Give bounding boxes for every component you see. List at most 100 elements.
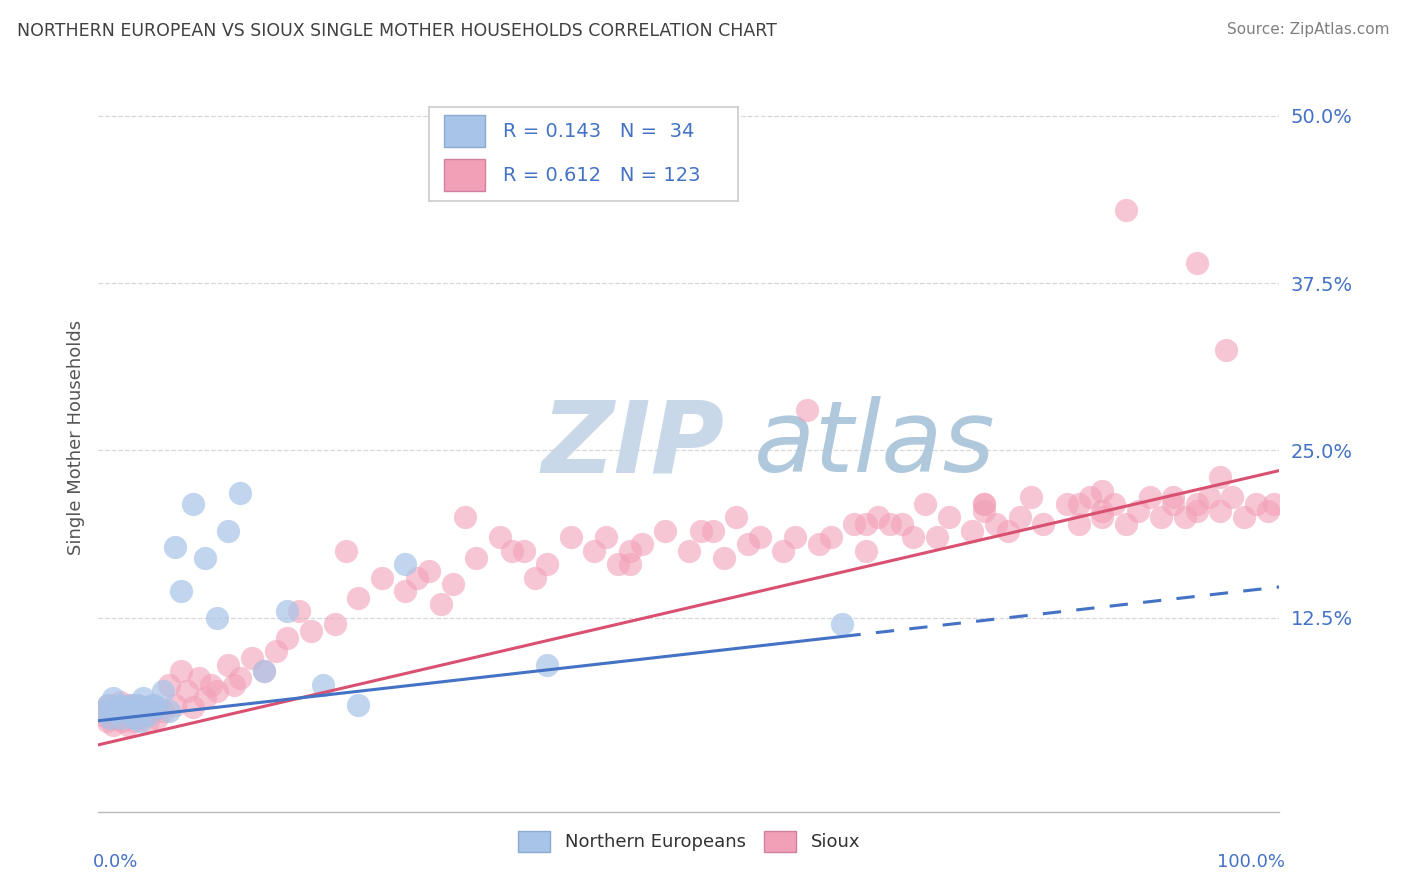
Point <box>879 517 901 532</box>
Point <box>335 544 357 558</box>
Text: NORTHERN EUROPEAN VS SIOUX SINGLE MOTHER HOUSEHOLDS CORRELATION CHART: NORTHERN EUROPEAN VS SIOUX SINGLE MOTHER… <box>17 22 776 40</box>
Point <box>146 711 169 725</box>
Point <box>170 584 193 599</box>
Point <box>93 705 115 719</box>
Point <box>973 497 995 511</box>
Point <box>595 530 617 544</box>
Point <box>796 403 818 417</box>
Point <box>831 617 853 632</box>
Point <box>117 705 139 719</box>
Point <box>1008 510 1031 524</box>
Point <box>441 577 464 591</box>
Point <box>152 705 174 719</box>
Point <box>200 678 222 692</box>
Point <box>890 517 912 532</box>
Point <box>101 690 124 705</box>
Point <box>276 631 298 645</box>
Point <box>866 510 889 524</box>
Text: atlas: atlas <box>754 396 995 493</box>
Point <box>108 698 131 712</box>
Point <box>224 678 246 692</box>
Point <box>128 711 150 725</box>
Point <box>121 708 143 723</box>
Point <box>97 698 120 712</box>
Point <box>512 544 534 558</box>
Point <box>112 700 135 714</box>
Point <box>1126 503 1149 517</box>
Point <box>702 524 724 538</box>
Legend: Northern Europeans, Sioux: Northern Europeans, Sioux <box>510 823 868 859</box>
Text: 100.0%: 100.0% <box>1218 853 1285 871</box>
Point <box>1220 491 1243 505</box>
Point <box>142 698 165 712</box>
Point <box>925 530 948 544</box>
Point <box>973 503 995 517</box>
Point <box>536 557 558 572</box>
Point <box>371 571 394 585</box>
Point <box>394 584 416 599</box>
Point <box>135 700 157 714</box>
Point <box>394 557 416 572</box>
Point <box>430 598 453 612</box>
Point <box>176 684 198 698</box>
Point <box>1091 483 1114 498</box>
Point <box>619 544 641 558</box>
Point <box>1263 497 1285 511</box>
Point <box>1174 510 1197 524</box>
Text: R = 0.143   N =  34: R = 0.143 N = 34 <box>503 122 695 141</box>
Point <box>111 711 134 725</box>
Text: R = 0.612   N = 123: R = 0.612 N = 123 <box>503 166 700 185</box>
Point <box>737 537 759 551</box>
Point <box>1091 503 1114 517</box>
Point <box>152 684 174 698</box>
Point <box>135 708 157 723</box>
Point <box>131 700 153 714</box>
Point <box>165 698 187 712</box>
Point <box>128 714 150 728</box>
Point <box>453 510 475 524</box>
Point <box>141 705 163 719</box>
Point <box>229 671 252 685</box>
Point <box>111 714 134 728</box>
Point <box>136 714 159 728</box>
Point <box>157 705 180 719</box>
Point <box>844 517 866 532</box>
Point <box>630 537 652 551</box>
Point <box>465 550 488 565</box>
Point <box>619 557 641 572</box>
Point <box>524 571 547 585</box>
Point <box>217 657 239 672</box>
Point <box>125 705 148 719</box>
Point <box>240 651 263 665</box>
Point <box>105 711 128 725</box>
Point <box>181 700 204 714</box>
Point <box>1161 497 1184 511</box>
Point <box>187 671 209 685</box>
Point <box>114 700 136 714</box>
Point <box>654 524 676 538</box>
Point <box>253 664 276 679</box>
Point <box>276 604 298 618</box>
Text: Source: ZipAtlas.com: Source: ZipAtlas.com <box>1226 22 1389 37</box>
Point <box>1161 491 1184 505</box>
Point <box>1139 491 1161 505</box>
Point <box>1209 470 1232 484</box>
Point <box>855 544 877 558</box>
Point <box>1150 510 1173 524</box>
Point <box>181 497 204 511</box>
Point <box>323 617 346 632</box>
Point <box>678 544 700 558</box>
Point <box>108 695 131 709</box>
Point <box>772 544 794 558</box>
Point <box>984 517 1007 532</box>
Point <box>1244 497 1267 511</box>
Point <box>689 524 711 538</box>
Point <box>938 510 960 524</box>
Point <box>127 698 149 712</box>
Point <box>105 705 128 719</box>
Point <box>1185 497 1208 511</box>
Point <box>103 700 125 714</box>
Point <box>165 540 187 554</box>
Point <box>98 711 121 725</box>
Point <box>1102 497 1125 511</box>
